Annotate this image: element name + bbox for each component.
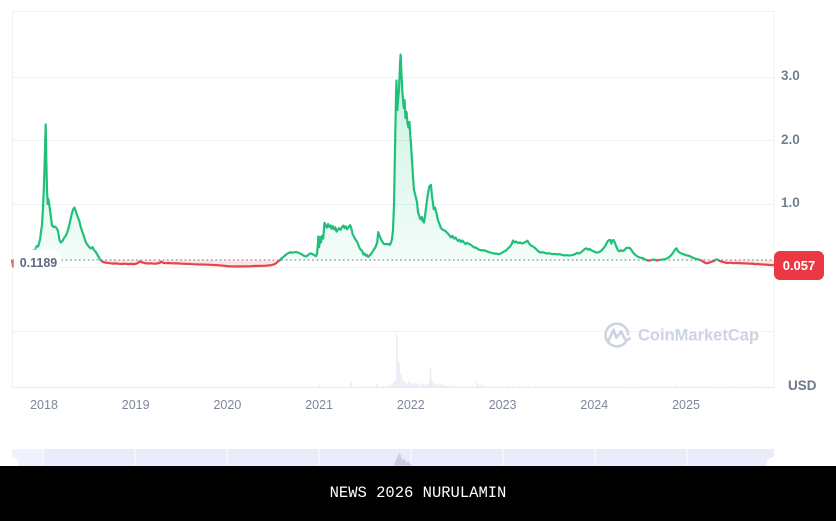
svg-text:CoinMarketCap: CoinMarketCap <box>638 327 759 345</box>
